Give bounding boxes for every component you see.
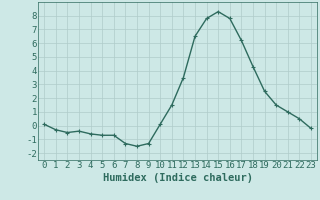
X-axis label: Humidex (Indice chaleur): Humidex (Indice chaleur): [103, 173, 252, 183]
